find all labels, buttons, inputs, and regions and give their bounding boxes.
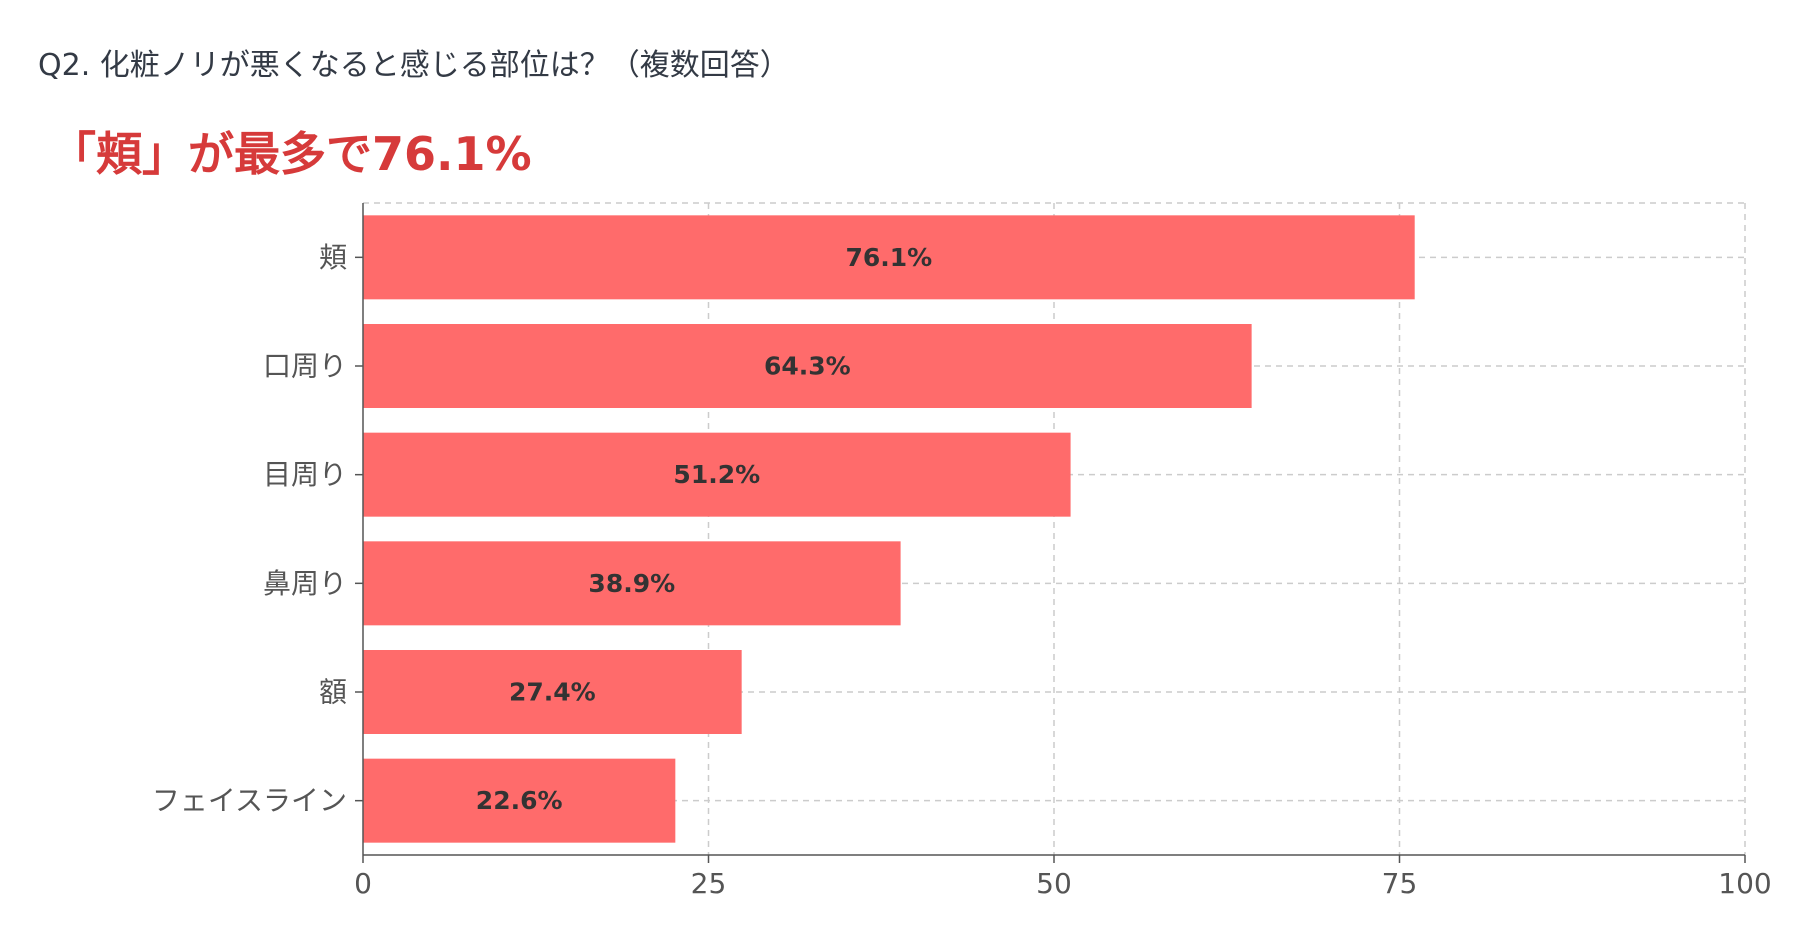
- x-tick-label: 100: [1718, 867, 1771, 900]
- value-label: 38.9%: [588, 569, 675, 598]
- bar: [363, 758, 676, 843]
- bar: [363, 432, 1071, 517]
- bar: [363, 541, 901, 626]
- bar: [363, 215, 1415, 300]
- category-label: 目周り: [263, 458, 347, 491]
- value-label: 76.1%: [845, 243, 932, 272]
- x-tick-label: 75: [1382, 867, 1418, 900]
- question-title: Q2. 化粧ノリが悪くなると感じる部位は？（複数回答）: [38, 48, 790, 83]
- category-label: 額: [319, 676, 347, 709]
- category-label: フェイスライン: [152, 784, 347, 817]
- bar: [363, 650, 742, 734]
- category-label: 頬: [319, 241, 347, 274]
- value-label: 22.6%: [476, 786, 563, 815]
- x-tick-label: 50: [1036, 867, 1072, 900]
- value-label: 64.3%: [764, 352, 851, 381]
- headline: 「頬」が最多で76.1%: [50, 127, 532, 181]
- x-tick-label: 25: [691, 867, 727, 900]
- category-label: 口周り: [263, 350, 347, 383]
- category-label: 鼻周り: [263, 567, 347, 600]
- x-tick-label: 0: [354, 867, 372, 900]
- bar: [363, 324, 1252, 408]
- value-label: 27.4%: [509, 678, 596, 707]
- value-label: 51.2%: [673, 460, 760, 489]
